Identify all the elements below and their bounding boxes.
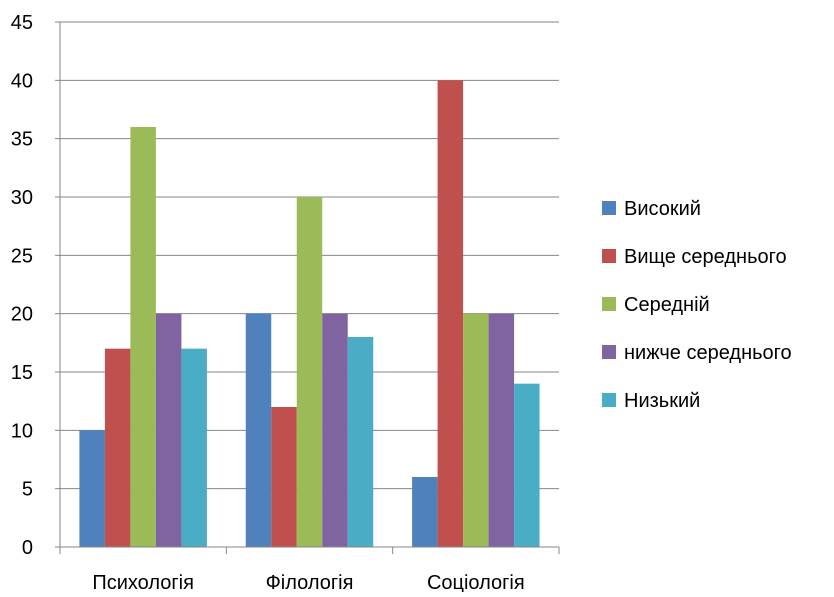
bar — [347, 337, 374, 547]
y-tick-labels: 0 5 10 15 20 25 30 35 40 45 — [11, 12, 33, 559]
y-tick-label: 40 — [11, 70, 33, 92]
bar — [322, 313, 348, 547]
x-tick-label: Філологія — [266, 572, 354, 592]
axes — [55, 21, 560, 554]
legend-label: Вище середнього — [624, 246, 787, 268]
bar — [437, 80, 464, 547]
y-tick-label: 20 — [11, 304, 33, 326]
legend-swatch — [602, 201, 616, 215]
y-tick-label: 5 — [22, 479, 33, 501]
bars-group — [79, 80, 540, 547]
y-tick-label: 10 — [11, 420, 33, 442]
bar — [412, 477, 438, 547]
bar — [155, 313, 182, 547]
y-tick-label: 35 — [11, 129, 33, 151]
x-tick-label: Соціологія — [427, 572, 525, 592]
legend-label: Низький — [624, 390, 700, 412]
bar — [79, 430, 105, 547]
y-tick-label: 0 — [22, 537, 33, 559]
x-tick-label: Психологія — [92, 572, 194, 592]
legend-swatch — [602, 345, 616, 359]
bar — [130, 127, 156, 547]
y-tick-label: 30 — [11, 187, 33, 209]
bar — [514, 383, 540, 547]
bar — [104, 348, 131, 547]
legend-label: Високий — [624, 198, 701, 220]
bar — [296, 197, 323, 547]
y-tick-label: 25 — [11, 245, 33, 267]
legend-swatch — [602, 393, 616, 407]
y-tick-label: 15 — [11, 362, 33, 384]
legend-label: нижче середнього — [624, 342, 792, 364]
bar — [181, 348, 207, 547]
legend-label: Середній — [624, 294, 710, 316]
bar — [245, 313, 272, 547]
bar — [271, 407, 297, 547]
legend-swatch — [602, 249, 616, 263]
x-tick-labels: Психологія Філологія Соціологія — [92, 572, 525, 594]
bar — [488, 313, 515, 547]
y-tick-label: 45 — [11, 12, 33, 34]
legend-swatch — [602, 297, 616, 311]
legend: Високий Вище середнього Середній нижче сере… — [602, 198, 792, 412]
bar — [463, 313, 489, 547]
